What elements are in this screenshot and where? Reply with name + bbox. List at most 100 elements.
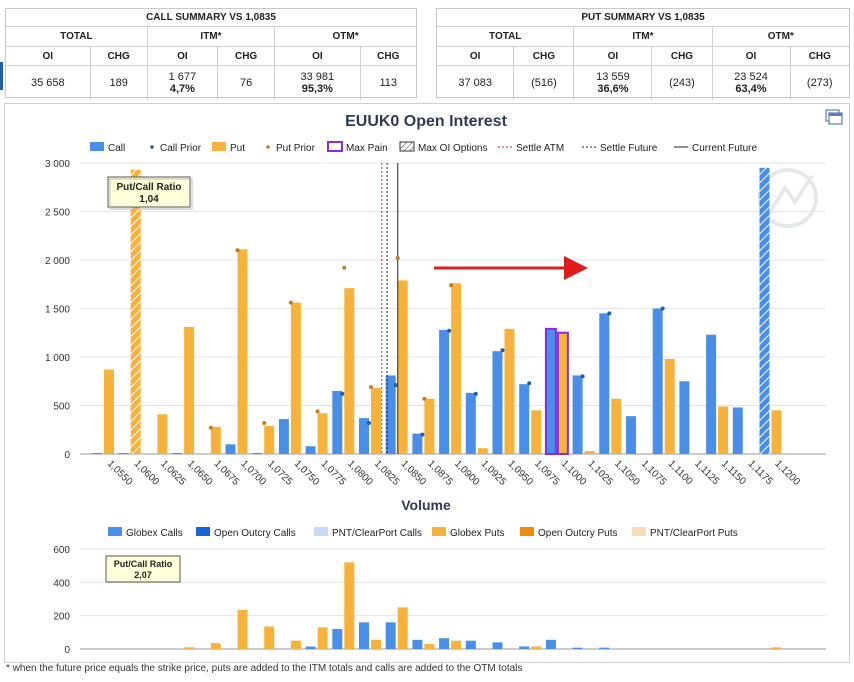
x-tick-label: 1,0650 [185, 458, 215, 488]
legend-label: Call [108, 143, 125, 154]
put-bar [718, 406, 729, 454]
volume-gridlines [80, 548, 826, 650]
volume-pcr-title: Put/Call Ratio [114, 559, 173, 569]
x-tick-label: 1,0750 [292, 458, 322, 488]
call-col-oi: OI [274, 46, 360, 66]
footnote: * when the future price equals the strik… [6, 663, 523, 674]
x-tick-label: 1,0675 [212, 458, 242, 488]
volume-legend-swatch [196, 527, 210, 536]
call-prior-point [420, 432, 425, 437]
volume-legend-label: Open Outcry Calls [214, 528, 296, 539]
put-bar [556, 331, 569, 455]
call-prior-point [527, 381, 532, 386]
x-tick-label: 1,0900 [452, 458, 482, 488]
call-bar [225, 444, 236, 454]
x-tick-label: 1,0925 [479, 458, 509, 488]
volume-legend-swatch [108, 527, 122, 536]
x-tick-label: 1,0950 [505, 458, 535, 488]
call-itm-pct: 4,7% [169, 83, 195, 95]
legend-call-swatch [90, 142, 104, 151]
x-tick-label: 1,1000 [559, 458, 589, 488]
x-tick-label: 1,0600 [132, 458, 162, 488]
put-col-oi: OI [711, 46, 790, 66]
put-prior-point [422, 396, 427, 401]
call-bar [359, 418, 369, 454]
x-tick-label: 1,1025 [585, 458, 615, 488]
call-prior-point [500, 348, 505, 353]
volume-y-tick-label: 600 [53, 545, 70, 556]
volume-put-bar [317, 627, 328, 649]
call-group-otm: OTM* [274, 26, 416, 47]
put-prior-point [262, 420, 267, 425]
put-bar [264, 425, 275, 454]
volume-legend-swatch [520, 527, 534, 536]
put-prior-point [208, 425, 213, 430]
put-call-ratio-box: Put/Call Ratio 1,04 [107, 176, 193, 210]
put-otm-oi: 23 524 [734, 71, 768, 83]
x-tick-label: 1,1100 [666, 458, 695, 487]
volume-put-bar [371, 639, 381, 649]
legend-label: Max Pain [346, 143, 388, 154]
put-bar [317, 413, 328, 454]
pcr-title: Put/Call Ratio [116, 182, 181, 193]
volume-legend-label: PNT/ClearPort Puts [650, 528, 738, 539]
put-bar [611, 398, 622, 454]
legend-label: Settle ATM [516, 143, 564, 154]
export-icon[interactable] [825, 109, 843, 125]
put-otm-chg: (273) [789, 65, 849, 100]
call-bar [118, 453, 129, 454]
volume-y-axis: 600 400 200 0 [53, 545, 70, 656]
call-bar [385, 375, 396, 454]
x-tick-label: 1,0625 [158, 458, 188, 488]
call-col-chg: CHG [216, 46, 275, 66]
x-tick-label: 1,1150 [719, 458, 748, 487]
call-bar [759, 167, 770, 454]
volume-legend-label: PNT/ClearPort Calls [332, 528, 422, 539]
x-tick-label: 1,0700 [238, 458, 268, 488]
call-bar [626, 416, 636, 454]
call-itm-chg: 76 [216, 65, 275, 100]
volume-put-bar [237, 609, 248, 649]
put-col-chg: CHG [513, 46, 574, 66]
call-summary-title: CALL SUMMARY VS 1,0835 [146, 12, 276, 23]
call-bar [572, 375, 583, 454]
put-prior-point [235, 248, 240, 253]
call-total-oi: 35 658 [6, 65, 91, 100]
oi-prior-points [208, 248, 665, 437]
legend-put-prior-swatch [266, 145, 270, 149]
call-bar [412, 433, 423, 454]
legend-label: Max OI Options [418, 143, 487, 154]
volume-y-tick-label: 200 [53, 612, 70, 623]
put-bar [531, 410, 542, 454]
x-tick-label: 1,1175 [746, 458, 775, 487]
call-itm-oi: 1 677 [168, 71, 197, 83]
y-tick-label: 2 500 [45, 208, 70, 219]
call-bar [278, 419, 289, 454]
put-itm-oi-cell: 13 559 36,6% [573, 65, 652, 100]
legend-label: Call Prior [160, 143, 202, 154]
put-col-chg: CHG [789, 46, 849, 66]
put-bar [584, 451, 595, 454]
put-prior-point [449, 283, 454, 288]
put-prior-point [395, 256, 400, 261]
volume-put-bar [397, 607, 408, 649]
volume-call-bar [572, 647, 583, 649]
call-bar [732, 407, 743, 454]
call-col-chg: CHG [359, 46, 416, 66]
call-bar [332, 390, 343, 454]
call-bar [679, 381, 690, 454]
volume-put-bar [184, 647, 195, 649]
call-col-oi: OI [146, 46, 218, 66]
volume-legend-label: Globex Puts [450, 528, 504, 539]
y-tick-label: 0 [64, 450, 70, 461]
call-prior-point [367, 420, 371, 425]
call-prior-point [580, 374, 585, 379]
volume-call-bar [305, 646, 316, 649]
call-bar [706, 334, 717, 454]
call-bar [544, 327, 557, 455]
call-bar [492, 351, 503, 454]
volume-call-bar [359, 622, 369, 649]
legend-max-pain-swatch [327, 141, 343, 152]
put-col-oi: OI [437, 46, 514, 66]
